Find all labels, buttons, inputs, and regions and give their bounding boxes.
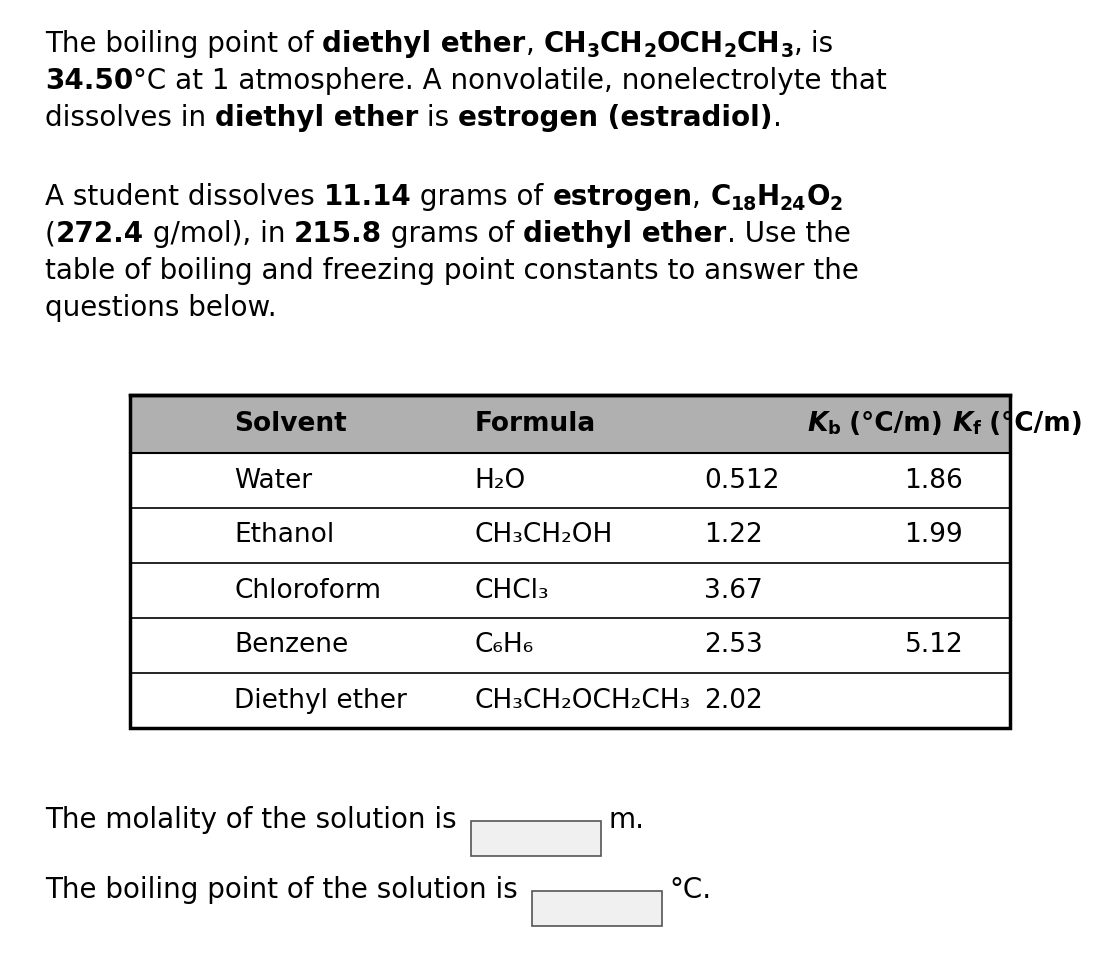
Text: 3.67: 3.67 xyxy=(704,577,764,603)
Text: is: is xyxy=(419,104,458,132)
Text: K: K xyxy=(807,411,828,437)
Text: The molality of the solution is: The molality of the solution is xyxy=(45,806,465,834)
Text: g/mol), in: g/mol), in xyxy=(144,220,294,248)
Text: °C at 1 atmosphere. A nonvolatile, nonelectrolyte that: °C at 1 atmosphere. A nonvolatile, nonel… xyxy=(133,67,887,95)
Text: CH: CH xyxy=(737,30,780,58)
Text: 2.53: 2.53 xyxy=(704,632,764,658)
Text: Water: Water xyxy=(235,468,313,494)
Text: K: K xyxy=(952,411,973,437)
Text: 2: 2 xyxy=(644,42,657,61)
Text: estrogen: estrogen xyxy=(552,183,692,211)
Text: Ethanol: Ethanol xyxy=(235,522,335,549)
Text: Formula: Formula xyxy=(475,411,596,437)
Text: H₂O: H₂O xyxy=(475,468,526,494)
Text: 0.512: 0.512 xyxy=(704,468,780,494)
Text: 2: 2 xyxy=(724,42,737,61)
Text: diethyl ether: diethyl ether xyxy=(323,30,526,58)
Text: 2: 2 xyxy=(830,195,843,214)
Text: Benzene: Benzene xyxy=(235,632,348,658)
Text: O: O xyxy=(807,183,830,211)
Text: grams of: grams of xyxy=(411,183,552,211)
Text: 24: 24 xyxy=(780,195,807,214)
Text: 1.86: 1.86 xyxy=(905,468,963,494)
Text: C₆H₆: C₆H₆ xyxy=(475,632,533,658)
Text: diethyl ether: diethyl ether xyxy=(523,220,726,248)
Text: 215.8: 215.8 xyxy=(294,220,382,248)
Text: dissolves in: dissolves in xyxy=(45,104,215,132)
Text: m.: m. xyxy=(608,806,645,834)
Text: C: C xyxy=(710,183,731,211)
Text: A student dissolves: A student dissolves xyxy=(45,183,324,211)
Text: ,: , xyxy=(793,30,802,58)
Bar xyxy=(471,821,601,856)
Text: 34.50: 34.50 xyxy=(45,67,133,95)
Text: 5.12: 5.12 xyxy=(905,632,963,658)
Text: Solvent: Solvent xyxy=(235,411,347,437)
Text: is: is xyxy=(802,30,833,58)
Text: 3: 3 xyxy=(587,42,599,61)
Text: ,: , xyxy=(526,30,543,58)
Text: H: H xyxy=(757,183,780,211)
Text: questions below.: questions below. xyxy=(45,294,277,322)
Text: The boiling point of: The boiling point of xyxy=(45,30,323,58)
Text: Chloroform: Chloroform xyxy=(235,577,381,603)
Text: (°C/m): (°C/m) xyxy=(981,411,1083,437)
Text: (: ( xyxy=(45,220,56,248)
Text: °C.: °C. xyxy=(670,876,712,904)
Text: 1.99: 1.99 xyxy=(905,522,963,549)
Text: CH₃CH₂OH: CH₃CH₂OH xyxy=(475,522,613,549)
Text: .: . xyxy=(773,104,781,132)
Text: CHCl₃: CHCl₃ xyxy=(475,577,549,603)
Text: 1.22: 1.22 xyxy=(704,522,764,549)
Text: grams of: grams of xyxy=(382,220,523,248)
Text: ,: , xyxy=(692,183,710,211)
Text: 2.02: 2.02 xyxy=(704,687,764,713)
Text: b: b xyxy=(828,419,840,438)
Text: estrogen (estradiol): estrogen (estradiol) xyxy=(458,104,773,132)
Text: CH: CH xyxy=(543,30,587,58)
Text: table of boiling and freezing point constants to answer the: table of boiling and freezing point cons… xyxy=(45,257,858,285)
Text: diethyl ether: diethyl ether xyxy=(215,104,419,132)
Text: Diethyl ether: Diethyl ether xyxy=(235,687,408,713)
Text: The boiling point of the solution is: The boiling point of the solution is xyxy=(45,876,527,904)
Text: CH: CH xyxy=(599,30,644,58)
Text: (°C/m): (°C/m) xyxy=(840,411,952,437)
Bar xyxy=(531,891,661,926)
Text: 18: 18 xyxy=(731,195,757,214)
Bar xyxy=(130,395,1011,728)
Text: 272.4: 272.4 xyxy=(56,220,144,248)
Text: . Use the: . Use the xyxy=(726,220,851,248)
Bar xyxy=(130,395,1011,453)
Text: f: f xyxy=(973,419,981,438)
Text: OCH: OCH xyxy=(657,30,724,58)
Text: 3: 3 xyxy=(780,42,793,61)
Text: CH₃CH₂OCH₂CH₃: CH₃CH₂OCH₂CH₃ xyxy=(475,687,691,713)
Text: 11.14: 11.14 xyxy=(324,183,411,211)
